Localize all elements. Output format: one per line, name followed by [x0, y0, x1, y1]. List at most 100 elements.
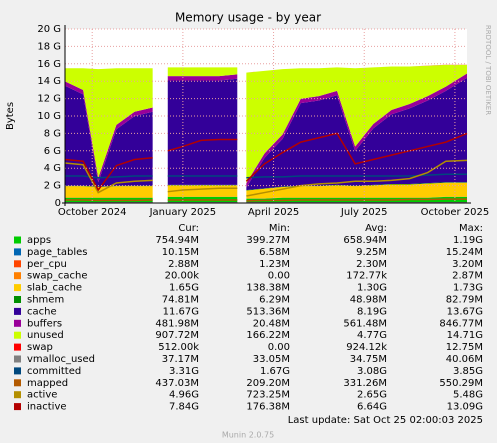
- area: [246, 196, 467, 199]
- line: [64, 162, 153, 194]
- legend-stat: 723.25M: [246, 390, 290, 401]
- area: [246, 64, 467, 184]
- legend-swatch: [14, 307, 21, 315]
- legend-stat: 11.67G: [163, 306, 199, 317]
- line: [167, 138, 238, 152]
- legend-stat: 7.84G: [169, 402, 199, 413]
- legend-swatch: [14, 355, 21, 363]
- legend-stat: 20.00k: [165, 271, 200, 282]
- y-tick-label: 16 G: [37, 59, 61, 70]
- legend-name: apps: [27, 235, 51, 246]
- legend-name: slab_cache: [27, 283, 82, 294]
- y-tick-label: 10 G: [37, 111, 61, 122]
- chart-title: Memory usage - by year: [175, 11, 321, 25]
- legend-stat: 176.38M: [246, 402, 290, 413]
- legend-name: vmalloc_used: [27, 354, 95, 365]
- legend-stat: 437.03M: [155, 378, 199, 389]
- legend-stat: 138.38M: [246, 283, 290, 294]
- area: [246, 196, 467, 199]
- y-tick-label: 2 G: [44, 181, 61, 192]
- legend-stat: 33.05M: [253, 354, 290, 365]
- area: [246, 182, 467, 199]
- legend-stat: 3.08G: [357, 366, 387, 377]
- area: [167, 67, 238, 77]
- legend-stat: 10.15M: [162, 247, 199, 258]
- legend-stat: 1.67G: [260, 366, 290, 377]
- legend-stat: 1.73G: [453, 283, 483, 294]
- y-tick-label: 6 G: [44, 146, 61, 157]
- legend-stat: 2.65G: [357, 390, 387, 401]
- legend-name: active: [27, 390, 57, 401]
- x-tick-label: October 2024: [58, 207, 127, 218]
- legend-stat: 8.19G: [357, 306, 387, 317]
- legend-stat: 2.30M: [356, 259, 387, 270]
- legend-swatch: [14, 367, 21, 375]
- line: [245, 132, 468, 182]
- legend-stat: 13.09G: [447, 402, 483, 413]
- legend-stat: 3.31G: [169, 366, 199, 377]
- legend-name: cache: [27, 306, 57, 317]
- x-tick-label: July 2025: [340, 207, 388, 218]
- legend-swatch: [14, 236, 21, 244]
- legend-stat: 512.00k: [158, 342, 199, 353]
- legend-stat: 0.00: [268, 342, 290, 353]
- legend-swatch: [14, 260, 21, 268]
- x-tick-label: October 2025: [421, 207, 490, 218]
- legend-name: shmem: [27, 295, 64, 306]
- legend-name: per_cpu: [27, 259, 67, 270]
- legend-swatch: [14, 296, 21, 303]
- area: [65, 68, 153, 70]
- legend-stat: 6.58M: [259, 247, 290, 258]
- legend-stat: 172.77k: [346, 271, 387, 282]
- y-tick-label: 8 G: [44, 128, 61, 139]
- area: [246, 182, 467, 191]
- legend-stat: 1.23M: [259, 259, 290, 270]
- legend-stat: 0.00: [268, 271, 290, 282]
- legend-stat: 13.67G: [447, 306, 483, 317]
- legend-header: Cur:: [178, 223, 199, 234]
- legend-stat: 550.29M: [439, 378, 483, 389]
- legend-stat: 399.27M: [246, 235, 290, 246]
- legend-name: unused: [27, 330, 64, 341]
- version: Munin 2.0.75: [222, 431, 274, 440]
- area: [167, 74, 238, 81]
- x-tick-label: April 2025: [248, 207, 299, 218]
- legend-swatch: [14, 284, 21, 292]
- legend-stat: 74.81M: [162, 295, 199, 306]
- legend-swatch: [14, 248, 21, 256]
- legend-stat: 6.29M: [259, 295, 290, 306]
- legend-header: Min:: [269, 223, 290, 234]
- legend-stat: 209.20M: [246, 378, 290, 389]
- legend-swatch: [14, 343, 21, 351]
- legend-name: mapped: [27, 378, 68, 389]
- legend-stat: 15.24M: [446, 247, 483, 258]
- legend-stat: 1.65G: [169, 283, 199, 294]
- y-axis-label: Bytes: [5, 102, 16, 130]
- y-tick-label: 18 G: [37, 41, 61, 52]
- legend-header: Max:: [459, 223, 483, 234]
- legend-stat: 4.77G: [357, 330, 387, 341]
- legend-stat: 40.06M: [446, 354, 483, 365]
- legend-stat: 658.94M: [343, 235, 387, 246]
- area: [65, 186, 153, 198]
- y-tick-label: 12 G: [37, 94, 61, 105]
- legend-swatch: [14, 403, 21, 411]
- legend-name: swap_cache: [27, 271, 87, 282]
- side-note: RRDTOOL / TOBI OETIKER: [484, 25, 492, 115]
- line: [246, 198, 467, 202]
- legend-header: Avg:: [365, 223, 387, 234]
- legend-stat: 1.19G: [453, 235, 483, 246]
- legend-stat: 2.88M: [168, 259, 199, 270]
- legend-stat: 166.22M: [246, 330, 290, 341]
- legend-stat: 5.48G: [453, 390, 483, 401]
- legend-stat: 1.30G: [357, 283, 387, 294]
- legend-name: committed: [27, 366, 81, 377]
- legend-swatch: [14, 331, 21, 339]
- legend-stat: 82.79M: [446, 295, 483, 306]
- line: [246, 173, 467, 179]
- legend-stat: 12.75M: [446, 342, 483, 353]
- y-tick-label: 14 G: [37, 76, 61, 87]
- area: [246, 77, 467, 191]
- legend-stat: 754.94M: [155, 235, 199, 246]
